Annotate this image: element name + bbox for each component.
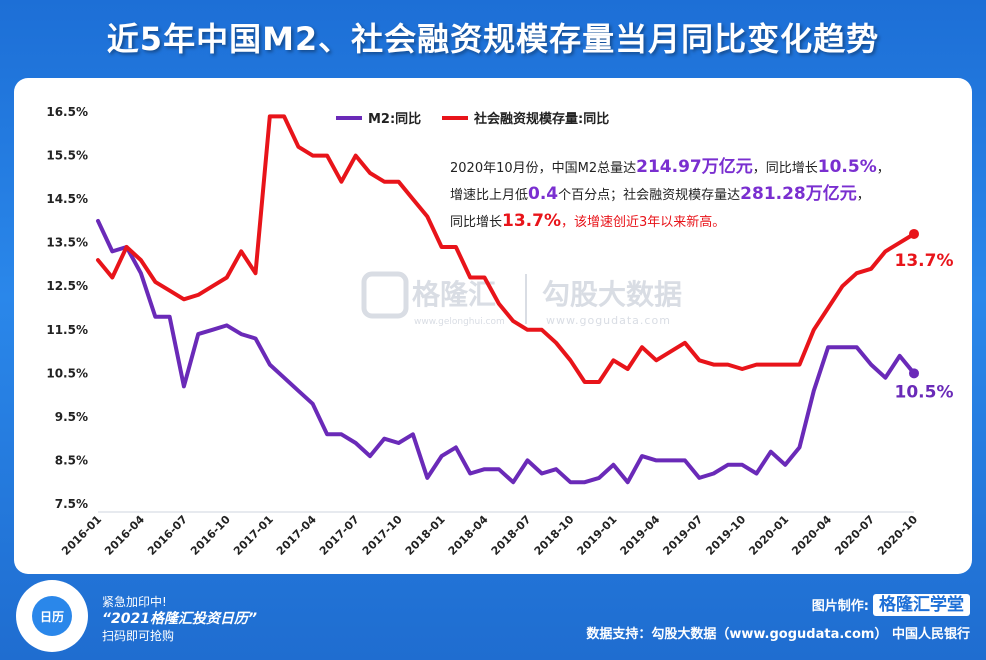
x-tick-label: 2019-04 [618, 513, 663, 558]
y-tick-label: 14.5% [46, 192, 88, 206]
series-line-tsf [96, 114, 916, 384]
y-tick-label: 8.5% [55, 453, 88, 467]
maker-brand: 格隆汇学堂 [873, 594, 970, 616]
data-source: 数据支持：勾股大数据（www.gogudata.com） 中国人民银行 [586, 627, 970, 642]
annotation-segment: ，同比增长 [753, 161, 818, 176]
annotation-segment: 增速比上月低 [450, 188, 528, 203]
promo-line-1: 紧急加印中! [102, 595, 167, 609]
y-tick-label: 13.5% [46, 236, 88, 250]
annotation-line2: 增速比上月低0.4个百分点；社会融资规模存量达281.28万亿元， [450, 183, 870, 204]
end-point-tsf [909, 228, 919, 239]
x-tick-label: 2018-01 [403, 513, 448, 558]
maker-label: 图片制作: [811, 599, 869, 614]
watermark-partner-url: www.gogudata.com [546, 314, 671, 327]
annotation-segment: ， [857, 188, 870, 203]
x-tick-label: 2018-07 [489, 513, 534, 558]
chart-panel: 格隆汇 www.gelonghui.com 勾股大数据 www.gogudata.co… [14, 78, 972, 574]
qr-label: 日历 [32, 596, 72, 636]
annotation-segment: 2020年10月份，中国M2总量达 [450, 161, 636, 176]
x-tick-label: 2020-07 [832, 513, 877, 558]
x-tick-label: 2020-04 [789, 513, 834, 558]
x-tick-label: 2019-10 [703, 513, 748, 558]
watermark-url: www.gelonghui.com [414, 317, 505, 327]
legend-label: M2:同比 [368, 111, 421, 127]
credits: 图片制作: 格隆汇学堂 数据支持：勾股大数据（www.gogudata.com） … [586, 590, 970, 642]
watermark-logo [361, 271, 409, 319]
legend-label: 社会融资规模存量:同比 [473, 111, 609, 127]
promo-line-3: 扫码即可抢购 [102, 629, 175, 643]
annotation-segment: ， [877, 161, 890, 176]
line-chart: 格隆汇 www.gelonghui.com 勾股大数据 www.gogudata.co… [46, 105, 954, 558]
annotation-segment: 个百分点；社会融资规模存量达 [558, 187, 740, 203]
annotation-segment: 10.5% [818, 157, 877, 177]
x-tick-label: 2017-07 [317, 513, 362, 558]
y-tick-label: 11.5% [46, 323, 88, 337]
watermark-brand: 格隆汇 [412, 278, 496, 311]
x-tick-label: 2016-07 [145, 513, 190, 558]
x-tick-label: 2016-10 [188, 513, 233, 558]
x-tick-label: 2017-01 [231, 513, 276, 558]
series-line-m2 [96, 218, 916, 485]
annotation-segment: 0.4 [528, 184, 558, 204]
x-tick-label: 2019-07 [660, 513, 705, 558]
annotation-line3: 同比增长13.7%，该增速创近3年以来新高。 [450, 211, 725, 231]
y-tick-label: 7.5% [55, 497, 88, 511]
x-tick-label: 2017-10 [360, 513, 405, 558]
x-tick-label: 2018-04 [446, 513, 491, 558]
annotation-segment: ，该增速创近3年以来新高。 [561, 214, 725, 230]
end-label-tsf: 13.7% [895, 251, 954, 271]
qr-code[interactable]: 日历 [16, 580, 96, 652]
x-tick-label: 2016-01 [59, 513, 104, 558]
annotation-segment: 214.97万亿元 [636, 156, 753, 177]
x-tick-label: 2020-01 [746, 513, 791, 558]
y-tick-label: 10.5% [46, 366, 88, 380]
annotation-segment: 281.28万亿元 [740, 183, 857, 204]
promo-line-2: “2021格隆汇投资日历” [102, 611, 257, 627]
x-tick-label: 2017-04 [274, 513, 319, 558]
x-tick-label: 2020-10 [875, 513, 920, 558]
end-label-m2: 10.5% [895, 382, 954, 402]
annotation-line1: 2020年10月份，中国M2总量达214.97万亿元，同比增长10.5%， [450, 156, 890, 177]
watermark-partner: 勾股大数据 [542, 278, 682, 311]
y-tick-label: 9.5% [55, 410, 88, 424]
annotation-segment: 同比增长 [450, 215, 502, 230]
x-tick-label: 2016-04 [102, 513, 147, 558]
promo-block: 紧急加印中! “2021格隆汇投资日历” 扫码即可抢购 [102, 594, 257, 645]
y-tick-label: 15.5% [46, 149, 88, 163]
x-tick-label: 2019-01 [575, 513, 620, 558]
y-tick-label: 16.5% [46, 105, 88, 119]
annotation-segment: 13.7% [502, 211, 561, 231]
end-point-m2 [909, 368, 919, 379]
y-tick-label: 12.5% [46, 279, 88, 293]
chart-title: 近5年中国M2、社会融资规模存量当月同比变化趋势 [106, 20, 880, 58]
x-tick-label: 2018-10 [532, 513, 577, 558]
